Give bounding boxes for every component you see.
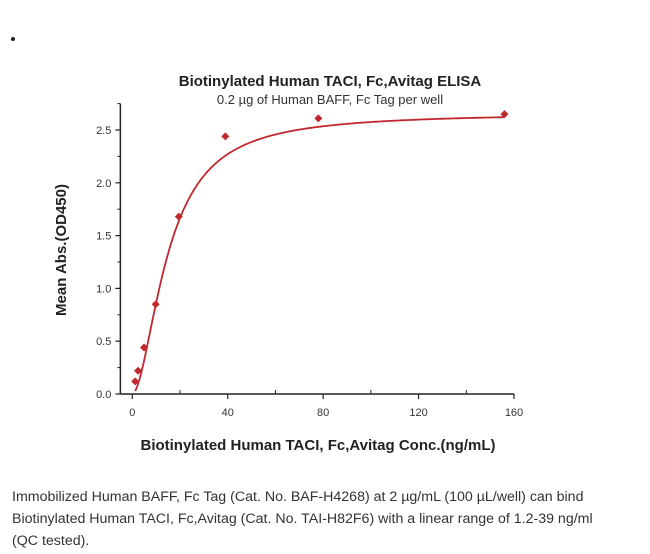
y-tick-label: 2.0 xyxy=(96,178,111,190)
data-point xyxy=(131,377,140,386)
caption-line: Immobilized Human BAFF, Fc Tag (Cat. No.… xyxy=(12,489,584,505)
x-tick-label: 80 xyxy=(317,407,329,419)
y-tick-label: 0.0 xyxy=(96,389,111,401)
data-point xyxy=(221,132,230,141)
x-tick-label: 0 xyxy=(129,407,135,419)
caption-line: Biotinylated Human TACI, Fc,Avitag (Cat.… xyxy=(12,511,593,527)
y-tick-label: 1.0 xyxy=(96,283,111,295)
data-point xyxy=(314,114,323,123)
chart-title: Biotinylated Human TACI, Fc,Avitag ELISA xyxy=(179,73,482,90)
data-point xyxy=(174,212,183,221)
x-tick-label: 40 xyxy=(222,407,234,419)
y-axis-label: Mean Abs.(OD450) xyxy=(53,184,70,316)
data-point xyxy=(134,366,143,375)
stray-dot xyxy=(11,37,15,41)
x-tick-label: 120 xyxy=(409,407,427,419)
x-axis-label: Biotinylated Human TACI, Fc,Avitag Conc.… xyxy=(140,437,495,454)
data-point xyxy=(500,110,509,119)
chart-subtitle: 0.2 µg of Human BAFF, Fc Tag per well xyxy=(217,92,443,107)
data-point xyxy=(151,300,160,309)
caption-line: (QC tested). xyxy=(12,533,90,549)
fit-curve xyxy=(134,116,505,392)
data-point xyxy=(139,343,148,352)
y-tick-label: 0.5 xyxy=(96,336,111,348)
y-tick-label: 1.5 xyxy=(96,231,111,243)
x-tick-label: 160 xyxy=(505,407,523,419)
figure-caption: Immobilized Human BAFF, Fc Tag (Cat. No.… xyxy=(12,486,642,552)
y-tick-label: 2.5 xyxy=(96,125,111,137)
